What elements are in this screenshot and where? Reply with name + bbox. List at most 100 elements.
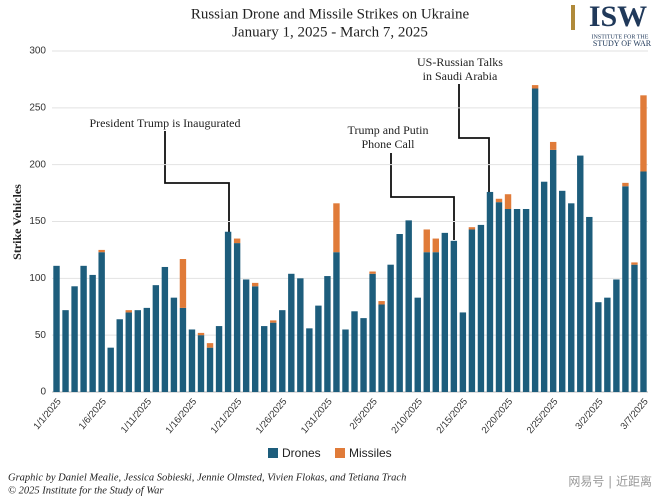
legend-swatch (268, 448, 278, 458)
bar-segment (125, 310, 132, 313)
bar-segment (495, 198, 503, 203)
bar-segment (495, 202, 503, 392)
bar-segment (459, 312, 467, 392)
bar-segment (577, 155, 584, 392)
bar-segment (98, 249, 105, 253)
bar-segment (640, 95, 647, 172)
bar-segment (89, 274, 96, 392)
bar-segment (369, 273, 376, 392)
bar-segment (604, 297, 611, 392)
x-tick-label: 2/25/2025 (525, 396, 561, 435)
y-tick-label: 0 (40, 387, 46, 398)
bar-segment (450, 240, 458, 392)
bar-segment (423, 252, 430, 392)
bar-segment (586, 216, 593, 392)
bar-segment (62, 310, 69, 392)
annotation: Trump and Putin (348, 123, 429, 137)
bar-segment (622, 186, 629, 392)
bar-segment (116, 319, 123, 392)
bar-segment (333, 203, 340, 253)
chart-subtitle: January 1, 2025 - March 7, 2025 (232, 24, 428, 40)
bar-segment (224, 231, 232, 392)
bar-segment (197, 332, 205, 336)
bar-segment (179, 307, 187, 392)
logo-mark: ISW (589, 0, 647, 33)
bar-segment (152, 285, 160, 392)
bar-segment (233, 243, 241, 392)
bar-segment (98, 252, 105, 392)
y-tick-label: 200 (29, 159, 46, 170)
bar-segment (559, 190, 566, 392)
bar-segment (477, 224, 485, 392)
annotation: in Saudi Arabia (423, 69, 498, 83)
bar-segment (631, 264, 638, 392)
bar-segment (71, 286, 78, 392)
legend-label: Missiles (349, 446, 392, 460)
annotation: US-Russian Talks (417, 55, 503, 69)
bar-segment (369, 271, 376, 274)
bar-segment (432, 238, 439, 253)
y-tick-label: 150 (29, 216, 46, 227)
bar-segment (270, 320, 277, 323)
x-tick-label: 2/5/2025 (348, 396, 380, 431)
bar-segment (568, 203, 575, 392)
x-tick-label: 3/2/2025 (573, 396, 605, 431)
logo-line2: STUDY OF WAR (593, 39, 652, 48)
bar-segment (513, 208, 521, 392)
connector (458, 84, 490, 192)
logo-line1: INSTITUTE FOR THE (592, 34, 649, 40)
x-tick-label: 2/20/2025 (480, 396, 516, 435)
bar-segment (613, 279, 620, 392)
bar-segment (441, 232, 449, 392)
bar-segment (161, 266, 169, 392)
bar-segment (333, 252, 340, 392)
bar-segment (432, 252, 439, 392)
bar-segment (504, 208, 512, 392)
bar-segment (125, 312, 132, 392)
y-axis-label: Strike Vehicles (10, 184, 24, 260)
y-tick-label: 250 (29, 102, 46, 113)
bar-segment (215, 326, 223, 392)
bar-segment (549, 149, 557, 392)
x-tick-label: 1/26/2025 (254, 396, 290, 435)
bar-segment (396, 234, 403, 392)
bar-segment (143, 307, 151, 392)
bar-segment (640, 171, 647, 392)
bar-segment (522, 208, 530, 392)
bar-segment (531, 88, 539, 392)
bar-segment (540, 181, 548, 392)
bar-segment (242, 279, 250, 392)
y-tick-label: 100 (29, 273, 46, 284)
x-tick-label: 1/21/2025 (209, 396, 245, 435)
x-tick-label: 1/11/2025 (119, 396, 154, 435)
x-tick-label: 3/7/2025 (619, 396, 651, 431)
bar-segment (197, 335, 205, 392)
x-tick-label: 1/16/2025 (164, 396, 200, 435)
bar-segment (261, 326, 268, 392)
bar-segment (387, 264, 394, 392)
bar-segment (233, 238, 241, 244)
x-tick-label: 1/1/2025 (32, 396, 64, 431)
bar-segment (206, 343, 214, 348)
bar-segment (360, 318, 367, 392)
bar-segment (378, 301, 385, 305)
bar-segment (107, 347, 114, 392)
legend-swatch (335, 448, 345, 458)
bar-segment (622, 182, 629, 187)
connector (164, 131, 230, 233)
bar-segment (414, 297, 421, 392)
bar-segment (170, 297, 178, 392)
chart-title: Russian Drone and Missile Strikes on Ukr… (191, 6, 470, 22)
bar-segment (288, 273, 295, 392)
x-tick-label: 2/15/2025 (435, 396, 471, 435)
bar-segment (134, 310, 141, 392)
bar-segment (279, 310, 286, 392)
bar-segment (251, 282, 259, 287)
bar-segment (405, 220, 412, 392)
bar-segment (80, 265, 87, 392)
bar-segment (324, 276, 331, 392)
bar-segment (468, 229, 476, 392)
bar-segment (251, 286, 259, 392)
annotation: Phone Call (362, 137, 416, 151)
